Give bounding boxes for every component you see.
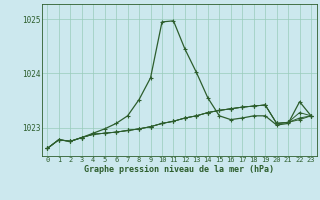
X-axis label: Graphe pression niveau de la mer (hPa): Graphe pression niveau de la mer (hPa) bbox=[84, 165, 274, 174]
